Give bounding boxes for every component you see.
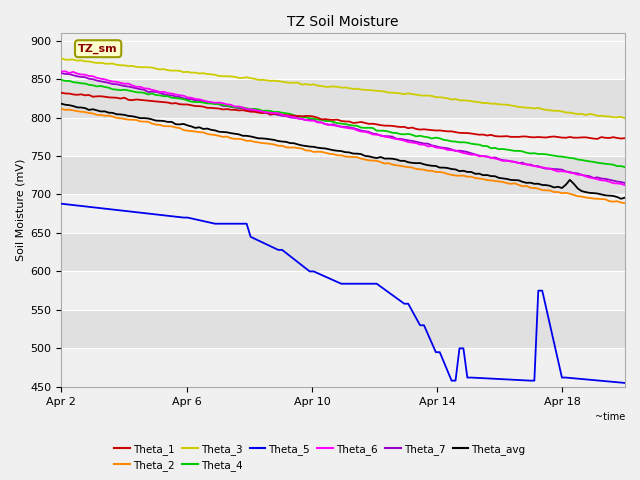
- Text: TZ_sm: TZ_sm: [78, 44, 118, 54]
- Bar: [61, 194, 625, 233]
- Text: ~time: ~time: [595, 412, 625, 422]
- Bar: [61, 348, 625, 387]
- Bar: [61, 156, 625, 194]
- Bar: [61, 79, 625, 118]
- Bar: [61, 233, 625, 271]
- Bar: [61, 271, 625, 310]
- Bar: [61, 41, 625, 79]
- Bar: [61, 118, 625, 156]
- Bar: [61, 310, 625, 348]
- Legend: Theta_1, Theta_2, Theta_3, Theta_4, Theta_5, Theta_6, Theta_7, Theta_avg: Theta_1, Theta_2, Theta_3, Theta_4, Thet…: [110, 439, 530, 475]
- Y-axis label: Soil Moisture (mV): Soil Moisture (mV): [15, 159, 25, 261]
- Title: TZ Soil Moisture: TZ Soil Moisture: [287, 15, 399, 29]
